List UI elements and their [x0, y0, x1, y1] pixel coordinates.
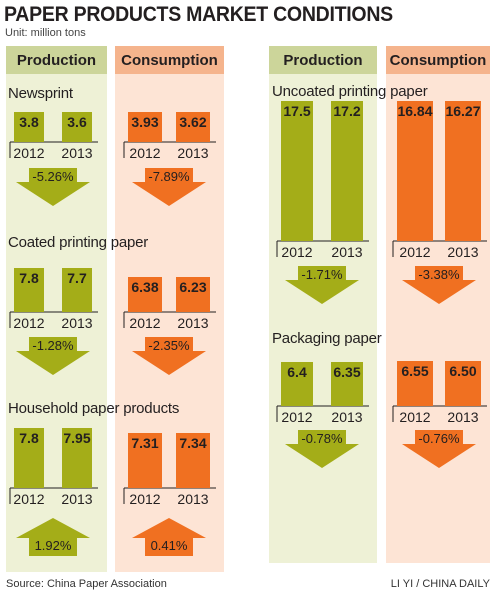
production-header-text: Production — [283, 52, 363, 69]
newsprint-production-data-label-2013: 3.6 — [67, 114, 87, 130]
packaging-paper-consumption-bar-2013 — [445, 361, 481, 406]
packaging-paper-production-change-arrow — [285, 430, 359, 468]
packaging-paper-production-data-label-2013: 6.35 — [333, 364, 360, 380]
newsprint-production-bar-2013 — [62, 112, 92, 142]
household-paper-products-production-data-label-2013: 7.95 — [63, 430, 90, 446]
uncoated-printing-paper-production-year-label-2013: 2013 — [331, 244, 362, 260]
newsprint-production-change-label: -5.26% — [32, 169, 74, 184]
household-paper-products-consumption-data-label-2012: 7.31 — [131, 435, 158, 451]
packaging-paper-production-bar-2013 — [331, 362, 363, 406]
household-paper-products-production-year-label-2012: 2012 — [13, 491, 44, 507]
household-paper-products-production-bar-2012 — [14, 428, 44, 488]
category-label-uncoated-printing-paper: Uncoated printing paper — [272, 83, 428, 100]
coated-printing-paper-consumption-change-arrow — [132, 337, 206, 375]
uncoated-printing-paper-consumption-bar-2013 — [445, 101, 481, 241]
uncoated-printing-paper-consumption-change-arrow — [402, 266, 476, 304]
uncoated-printing-paper-production-data-label-2012: 17.5 — [283, 103, 310, 119]
coated-printing-paper-production-change-arrow — [16, 337, 90, 375]
newsprint-consumption-bar-2012 — [128, 112, 162, 142]
consumption-header-right: Consumption — [386, 46, 490, 74]
household-paper-products-consumption-bar-2012 — [128, 433, 162, 488]
household-paper-products-production-data-label-2012: 7.8 — [19, 430, 39, 446]
uncoated-printing-paper-consumption-change-label: -3.38% — [418, 267, 460, 282]
coated-printing-paper-production-data-label-2013: 7.7 — [67, 270, 87, 286]
newsprint-production-bar-2012 — [14, 112, 44, 142]
newsprint-production-year-label-2013: 2013 — [61, 145, 92, 161]
packaging-paper-production-year-label-2013: 2013 — [331, 409, 362, 425]
uncoated-printing-paper-production-change-arrow — [285, 266, 359, 304]
packaging-paper-consumption-change-arrow — [402, 430, 476, 468]
packaging-paper-consumption-change-label: -0.76% — [418, 431, 460, 446]
coated-printing-paper-consumption-bar-2012 — [128, 277, 162, 312]
uncoated-printing-paper-production-year-label-2012: 2012 — [281, 244, 312, 260]
production-header-right: Production — [269, 46, 377, 74]
household-paper-products-production-bar-2013 — [62, 428, 92, 488]
uncoated-printing-paper-production-change-label: -1.71% — [301, 267, 343, 282]
newsprint-consumption-year-label-2012: 2012 — [129, 145, 160, 161]
uncoated-printing-paper-production-data-label-2013: 17.2 — [333, 103, 360, 119]
coated-printing-paper-consumption-bar-2013 — [176, 277, 210, 312]
credit-note: LI YI / CHINA DAILY — [390, 578, 490, 590]
coated-printing-paper-consumption-year-label-2013: 2013 — [177, 315, 208, 331]
production-header-left: Production — [6, 46, 107, 74]
coated-printing-paper-production-bar-2012 — [14, 268, 44, 312]
consumption-header-text: Consumption — [389, 52, 487, 69]
coated-printing-paper-consumption-year-label-2012: 2012 — [129, 315, 160, 331]
household-paper-products-consumption-change-label: 0.41% — [151, 538, 188, 553]
household-paper-products-production-year-label-2013: 2013 — [61, 491, 92, 507]
household-paper-products-consumption-year-label-2012: 2012 — [129, 491, 160, 507]
unit-label: Unit: million tons — [5, 27, 86, 39]
newsprint-production-change-arrow — [16, 168, 90, 206]
packaging-paper-consumption-year-label-2013: 2013 — [447, 409, 478, 425]
coated-printing-paper-production-data-label-2012: 7.8 — [19, 270, 39, 286]
household-paper-products-production-change-label: 1.92% — [35, 538, 72, 553]
newsprint-consumption-data-label-2013: 3.62 — [179, 114, 206, 130]
newsprint-consumption-year-label-2013: 2013 — [177, 145, 208, 161]
household-paper-products-consumption-data-label-2013: 7.34 — [179, 435, 206, 451]
household-paper-products-production-change-arrow — [16, 518, 90, 556]
newsprint-consumption-change-label: -7.89% — [148, 169, 190, 184]
packaging-paper-production-year-label-2012: 2012 — [281, 409, 312, 425]
newsprint-production-data-label-2012: 3.8 — [19, 114, 39, 130]
consumption-header-left: Consumption — [115, 46, 224, 74]
coated-printing-paper-production-bar-2013 — [62, 268, 92, 312]
coated-printing-paper-consumption-data-label-2013: 6.23 — [179, 279, 206, 295]
uncoated-printing-paper-consumption-data-label-2013: 16.27 — [445, 103, 480, 119]
newsprint-production-year-label-2012: 2012 — [13, 145, 44, 161]
packaging-paper-consumption-data-label-2012: 6.55 — [401, 363, 428, 379]
newsprint-consumption-data-label-2012: 3.93 — [131, 114, 158, 130]
packaging-paper-consumption-year-label-2012: 2012 — [399, 409, 430, 425]
packaging-paper-production-bar-2012 — [281, 362, 313, 406]
newsprint-consumption-bar-2013 — [176, 112, 210, 142]
uncoated-printing-paper-consumption-year-label-2012: 2012 — [399, 244, 430, 260]
household-paper-products-consumption-change-arrow — [132, 518, 206, 556]
uncoated-printing-paper-consumption-bar-2012 — [397, 101, 433, 241]
coated-printing-paper-production-year-label-2013: 2013 — [61, 315, 92, 331]
uncoated-printing-paper-consumption-data-label-2012: 16.84 — [397, 103, 432, 119]
source-note: Source: China Paper Association — [6, 578, 167, 590]
packaging-paper-production-change-label: -0.78% — [301, 431, 343, 446]
consumption-header-text: Consumption — [121, 52, 218, 69]
household-paper-products-consumption-year-label-2013: 2013 — [177, 491, 208, 507]
packaging-paper-consumption-bar-2012 — [397, 361, 433, 406]
uncoated-printing-paper-production-bar-2013 — [331, 101, 363, 241]
category-label-newsprint: Newsprint — [8, 85, 73, 102]
coated-printing-paper-production-change-label: -1.28% — [32, 338, 74, 353]
packaging-paper-consumption-data-label-2013: 6.50 — [449, 363, 476, 379]
category-label-packaging-paper: Packaging paper — [272, 330, 382, 347]
coated-printing-paper-production-year-label-2012: 2012 — [13, 315, 44, 331]
household-paper-products-consumption-bar-2013 — [176, 433, 210, 488]
newsprint-consumption-change-arrow — [132, 168, 206, 206]
uncoated-printing-paper-consumption-year-label-2013: 2013 — [447, 244, 478, 260]
uncoated-printing-paper-production-bar-2012 — [281, 101, 313, 241]
packaging-paper-production-data-label-2012: 6.4 — [287, 364, 307, 380]
coated-printing-paper-consumption-change-label: -2.35% — [148, 338, 190, 353]
category-label-household-paper-products: Household paper products — [8, 400, 180, 417]
page-title: PAPER PRODUCTS MARKET CONDITIONS — [4, 3, 393, 26]
category-label-coated-printing-paper: Coated printing paper — [8, 234, 149, 251]
coated-printing-paper-consumption-data-label-2012: 6.38 — [131, 279, 158, 295]
production-header-text: Production — [16, 52, 97, 69]
